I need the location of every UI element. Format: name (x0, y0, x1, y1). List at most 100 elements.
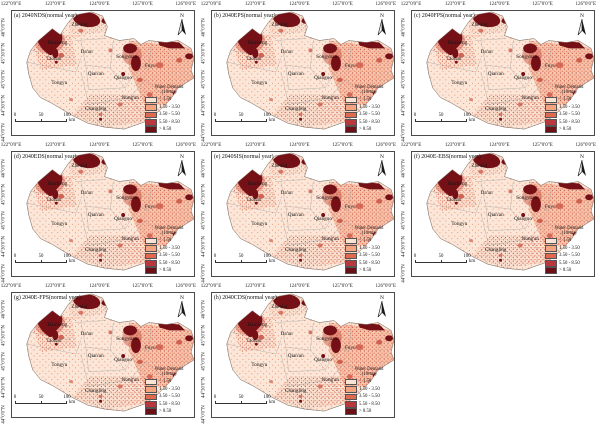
scale-tick: 0 (213, 113, 217, 118)
scale-bar-line (215, 401, 267, 404)
panel-title: (g) 2040E-FPS(normal year) (14, 294, 81, 301)
legend-row: 1.50 - 3.50 (545, 245, 593, 252)
city-label: Tongyu (51, 361, 68, 368)
legend-swatch (145, 252, 157, 260)
panel-title: (b) 2040EPS(normal year) (214, 12, 276, 19)
legend-swatch (545, 126, 557, 133)
city-label: Zhenlai (271, 21, 288, 28)
x-tick-label: 125°0'0"E (132, 1, 153, 7)
scale-unit: km (69, 259, 76, 264)
city-label: Baicheng (447, 40, 468, 47)
scale-bar-line (215, 119, 267, 122)
legend-class-label: > 8.50 (359, 408, 372, 414)
x-tick-label: 123°0'0"E (444, 142, 466, 148)
legend-swatch (145, 111, 157, 119)
city-label: Songyuan (116, 335, 138, 342)
x-tick-label: 122°0'0"E (400, 142, 422, 148)
legend-swatch (345, 260, 357, 267)
legend-class-label: 1.50 - 3.50 (359, 245, 380, 251)
legend-class-label: < 1.50 (159, 97, 172, 103)
legend-row: > 8.50 (345, 267, 393, 274)
legend-swatch (345, 393, 357, 401)
city-label: Changling (484, 246, 507, 253)
legend-unit: (10⁸m³) (361, 231, 377, 237)
longitude-axis: 122°0'0"E 123°0'0"E 124°0'0"E 125°0'0"E … (201, 0, 397, 10)
city-label: Fuyu (144, 203, 156, 210)
legend-class-label: > 8.50 (359, 267, 372, 273)
city-label: Da'an (80, 48, 93, 55)
legend-title: Water Demand (154, 366, 184, 372)
legend-swatch (145, 378, 157, 386)
city-label: Changling (84, 105, 107, 112)
north-arrow-icon (177, 300, 186, 318)
x-tick-label: 124°0'0"E (289, 283, 310, 289)
scale-tick: 50 (38, 254, 44, 259)
scale-bar: 0 50 100 km (213, 395, 288, 409)
map-panel: 122°0'0"E 123°0'0"E 124°0'0"E 125°0'0"E … (0, 141, 200, 283)
city-label: Tongyu (51, 79, 68, 86)
city-label: Da'an (280, 48, 293, 55)
latitude-axis: 46°0'0"N 45°30'0"N 45°0'0"N 44°30'0"N 44… (200, 10, 211, 141)
city-label: Taonan (46, 338, 62, 345)
scale-tick: 0 (413, 254, 417, 259)
scale-unit: km (269, 118, 276, 123)
legend-swatch (545, 237, 557, 245)
legend-swatch (345, 119, 357, 126)
legend-class-label: 3.50 - 5.50 (159, 394, 180, 400)
scale-bar-line (15, 260, 67, 263)
city-label: Tongyu (251, 220, 268, 227)
map-legend: Water Demand (10⁸m³) < 1.50 1.50 - 3.50 … (145, 367, 193, 415)
city-label: Changling (84, 246, 107, 253)
city-label: Fuyu (144, 62, 156, 69)
legend-swatch (145, 393, 157, 401)
legend-row: > 8.50 (545, 267, 593, 274)
x-tick-label: 126°0'0"E (375, 1, 397, 7)
city-label: Changling (84, 387, 107, 394)
legend-swatch (345, 96, 357, 104)
legend-class-label: 1.50 - 3.50 (559, 104, 580, 110)
legend-class-label: 5.50 - 8.50 (559, 119, 580, 125)
city-label: Taonan (246, 338, 262, 345)
legend-class-label: 3.50 - 5.50 (359, 112, 380, 118)
city-label: Nong'an (521, 94, 539, 101)
y-tick-label: 44°0'0"N (1, 404, 6, 424)
latitude-axis: 46°0'0"N 45°30'0"N 45°0'0"N 44°30'0"N 44… (0, 151, 11, 282)
legend-row: 3.50 - 5.50 (545, 252, 593, 260)
scale-tick: 100 (263, 395, 271, 400)
legend-swatch (145, 126, 157, 133)
y-tick-label: 44°30'0"N (401, 95, 406, 117)
city-label: Baicheng (447, 181, 468, 188)
legend-swatch (145, 237, 157, 245)
legend-class-label: 3.50 - 5.50 (359, 253, 380, 259)
legend-swatch (345, 252, 357, 260)
scale-bar-line (15, 119, 67, 122)
city-label: Tongyu (251, 79, 268, 86)
legend-title: Water Demand (354, 366, 384, 372)
scale-tick: 100 (463, 254, 471, 259)
legend-unit: (10⁸m³) (361, 90, 377, 96)
city-label: Qian'an (287, 71, 304, 78)
legend-class-label: 1.50 - 3.50 (359, 386, 380, 392)
north-arrow-icon (177, 159, 186, 177)
legend-row: 3.50 - 5.50 (345, 252, 393, 260)
scale-tick: 50 (238, 254, 244, 259)
legend-swatch (545, 111, 557, 119)
city-label: Changling (284, 387, 307, 394)
y-tick-label: 44°30'0"N (401, 236, 406, 258)
city-label: Changling (284, 105, 307, 112)
city-label: Fuyu (344, 203, 356, 210)
legend-row: > 8.50 (145, 126, 193, 133)
scale-bar: 0 50 100 km (13, 254, 88, 268)
legend-class-label: > 8.50 (359, 126, 372, 132)
legend-class-label: 5.50 - 8.50 (159, 401, 180, 407)
legend-row: 3.50 - 5.50 (345, 111, 393, 119)
map-panel: 122°0'0"E 123°0'0"E 124°0'0"E 125°0'0"E … (400, 141, 600, 283)
scale-bar: 0 50 100 km (413, 254, 488, 268)
map-plot-area: (a) 2040NDS(normal year) Zhenlai Baichen… (11, 10, 195, 136)
city-label: Baicheng (47, 40, 68, 47)
legend-unit: (10⁸m³) (561, 231, 577, 237)
legend-class-label: < 1.50 (159, 238, 172, 244)
city-label: Zhenlai (271, 303, 288, 310)
map-panel: 122°0'0"E 123°0'0"E 124°0'0"E 125°0'0"E … (0, 0, 200, 142)
north-arrow: N (376, 295, 388, 324)
